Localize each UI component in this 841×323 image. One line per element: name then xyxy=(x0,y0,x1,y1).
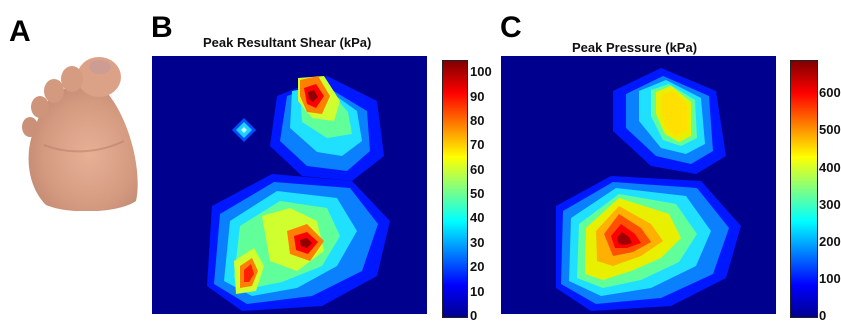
pressure-heatmap-svg xyxy=(501,56,776,314)
shear-toe-hotspot xyxy=(232,118,256,142)
shear-colorbar xyxy=(442,60,468,318)
pressure-tick-label: 0 xyxy=(819,308,827,323)
shear-toe-hotspot-layer xyxy=(241,127,247,133)
pressure-colorbar-gradient xyxy=(791,61,817,317)
shear-forefoot-hotspot-layer xyxy=(300,238,312,248)
pressure-colorbar xyxy=(790,60,818,318)
panel-letter-b: B xyxy=(151,11,173,44)
pressure-tick-label: 500 xyxy=(819,122,841,138)
panel-letter-c: C xyxy=(500,11,522,44)
shear-tick-label: 80 xyxy=(470,112,485,128)
foot-photo xyxy=(14,55,142,211)
shear-tick-label: 50 xyxy=(470,186,485,202)
pressure-forefoot-hotspot-layer xyxy=(617,232,632,245)
panel-letter-a: A xyxy=(9,15,31,48)
shear-heatmap-svg xyxy=(152,56,427,314)
pressure-tick-label: 200 xyxy=(819,233,841,249)
shear-tick-label: 60 xyxy=(470,161,485,177)
pressure-heatmap xyxy=(501,56,776,314)
pressure-hallux-hotspot xyxy=(613,68,726,174)
shear-colorbar-gradient xyxy=(443,61,467,317)
shear-tick-label: 20 xyxy=(470,259,485,275)
shear-hallux-hotspot xyxy=(270,76,384,181)
pressure-tick-label: 100 xyxy=(819,270,841,286)
shear-tick-label: 100 xyxy=(470,64,492,80)
pressure-tick-label: 400 xyxy=(819,159,841,175)
pressure-forefoot-hotspot xyxy=(556,176,741,311)
shear-lateral-hotspot-layer xyxy=(244,264,254,282)
pressure-plot-title: Peak Pressure (kPa) xyxy=(572,40,698,55)
shear-lateral-hotspot xyxy=(234,248,264,294)
shear-tick-label: 30 xyxy=(470,234,485,250)
shear-tick-label: 40 xyxy=(470,210,485,226)
shear-heatmap xyxy=(152,56,427,314)
pressure-tick-label: 600 xyxy=(819,85,841,101)
shear-tick-label: 0 xyxy=(470,308,478,323)
shear-plot-title: Peak Resultant Shear (kPa) xyxy=(203,35,372,50)
pressure-tick-label: 300 xyxy=(819,196,841,212)
shear-hallux-hotspot-layer xyxy=(308,90,318,102)
shear-gradient-rect xyxy=(443,61,467,317)
foot-illustration xyxy=(22,57,138,211)
shear-tick-label: 70 xyxy=(470,137,485,153)
pressure-hallux-hotspot-layer xyxy=(661,90,687,136)
pressure-gradient-rect xyxy=(791,61,817,317)
shear-tick-label: 90 xyxy=(470,88,485,104)
shear-tick-label: 10 xyxy=(470,283,485,299)
